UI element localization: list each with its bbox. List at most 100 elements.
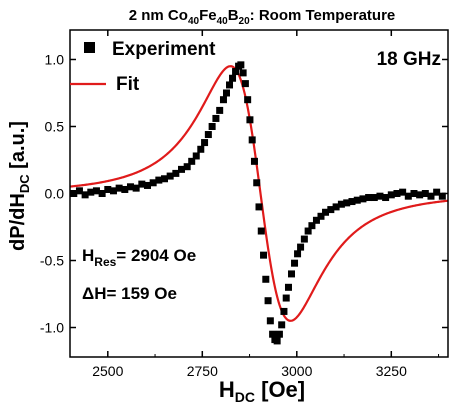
- experiment-point: [297, 243, 305, 251]
- title-sub-3: 20: [239, 16, 251, 27]
- experiment-point: [410, 190, 418, 197]
- experiment-point: [399, 188, 407, 196]
- experiment-point: [284, 283, 292, 291]
- experiment-point: [273, 337, 281, 345]
- y-tick-label: -1.0: [40, 320, 64, 336]
- annotation-hres-post: = 2904 Oe: [116, 246, 196, 265]
- annotation-hres: HRes= 2904 Oe: [82, 246, 196, 269]
- y-tick-label: 1.0: [45, 51, 65, 67]
- experiment-point: [275, 330, 283, 338]
- chart-title: 2 nm Co40Fe40B20: Room Temperature: [129, 7, 396, 27]
- experiment-point: [433, 188, 441, 196]
- title-part-post: : Room Temperature: [250, 7, 396, 24]
- experiment-point: [201, 139, 209, 147]
- experiment-point: [365, 194, 373, 202]
- experiment-point: [188, 157, 196, 165]
- y-axis-label-post: [a.u.]: [7, 121, 29, 174]
- experiment-point: [393, 190, 401, 197]
- experiment-point: [416, 191, 424, 199]
- experiment-point: [183, 163, 191, 171]
- x-axis-ticks: 2500 2750 3000 3250: [92, 30, 440, 379]
- experiment-point: [192, 152, 200, 160]
- experiment-point: [337, 200, 345, 208]
- x-tick-label: 3250: [376, 363, 407, 379]
- experiment-point: [312, 216, 320, 224]
- experiment-point: [294, 250, 302, 258]
- title-part-mid1: Fe: [199, 7, 217, 24]
- y-axis-ticks: -1.0 -0.5 0.0 0.5 1.0: [40, 51, 448, 336]
- title-part-pre: 2 nm Co: [129, 7, 188, 24]
- experiment-point: [387, 191, 395, 199]
- experiment-point: [250, 157, 258, 165]
- experiment-point: [132, 184, 140, 192]
- experiment-point: [438, 192, 446, 200]
- experiment-point: [232, 68, 240, 76]
- x-tick-label: 2750: [187, 363, 218, 379]
- experiment-point: [255, 203, 263, 211]
- experiment-point: [92, 187, 100, 195]
- experiment-point: [348, 198, 356, 206]
- experiment-point: [300, 235, 308, 243]
- experiment-point: [104, 185, 112, 193]
- experiment-point: [404, 192, 412, 200]
- x-axis-label-sub: DC: [235, 389, 255, 405]
- experiment-point: [317, 212, 325, 220]
- experiment-point: [121, 185, 129, 193]
- experiment-point: [244, 96, 252, 104]
- x-tick-label: 3000: [281, 363, 312, 379]
- experiment-point: [161, 175, 168, 183]
- title-sub-2: 40: [217, 16, 229, 27]
- experiment-point: [257, 227, 265, 235]
- experiment-point: [266, 317, 274, 325]
- experiment-points: [70, 61, 446, 345]
- experiment-point: [216, 106, 224, 114]
- legend-experiment-label: Experiment: [112, 39, 216, 60]
- annotation-hres-pre: H: [82, 246, 94, 265]
- experiment-point: [291, 259, 299, 267]
- experiment-point: [219, 96, 227, 104]
- experiment-point: [155, 176, 163, 184]
- experiment-point: [260, 251, 268, 259]
- experiment-point: [222, 89, 230, 97]
- y-axis-label-pre: dP/dH: [7, 193, 29, 251]
- title-part-mid2: B: [228, 7, 239, 24]
- experiment-point: [208, 122, 216, 130]
- experiment-point: [253, 179, 261, 187]
- experiment-point: [239, 69, 247, 77]
- experiment-point: [353, 196, 361, 204]
- experiment-point: [138, 180, 146, 188]
- experiment-point: [376, 192, 384, 200]
- experiment-point: [278, 321, 286, 329]
- experiment-point: [126, 183, 134, 191]
- experiment-point: [421, 190, 429, 197]
- experiment-point: [322, 208, 330, 216]
- experiment-point: [304, 227, 312, 235]
- experiment-point: [226, 81, 234, 89]
- legend-experiment-marker: [84, 42, 95, 53]
- x-axis-label-main: H: [219, 377, 235, 402]
- experiment-point: [264, 297, 272, 305]
- experiment-point: [241, 80, 249, 88]
- experiment-point: [343, 199, 351, 207]
- y-axis-label: dP/dHDC [a.u.]: [7, 121, 32, 251]
- experiment-point: [98, 190, 106, 197]
- experiment-point: [427, 192, 435, 200]
- experiment-point: [370, 194, 378, 202]
- experiment-point: [262, 275, 270, 283]
- experiment-point: [280, 307, 288, 315]
- experiment-point: [115, 184, 123, 192]
- experiment-point: [282, 294, 290, 302]
- annotation-hres-sub: Res: [94, 255, 116, 269]
- y-tick-label: 0.5: [45, 118, 65, 134]
- experiment-point: [229, 74, 237, 82]
- experiment-point: [359, 195, 367, 203]
- experiment-point: [269, 330, 277, 338]
- experiment-point: [288, 270, 296, 278]
- experiment-point: [248, 136, 256, 144]
- experiment-point: [87, 188, 95, 196]
- y-tick-label: -0.5: [40, 253, 64, 269]
- experiment-point: [75, 187, 83, 195]
- x-axis-label-post: [Oe]: [255, 377, 305, 402]
- experiment-point: [109, 187, 117, 195]
